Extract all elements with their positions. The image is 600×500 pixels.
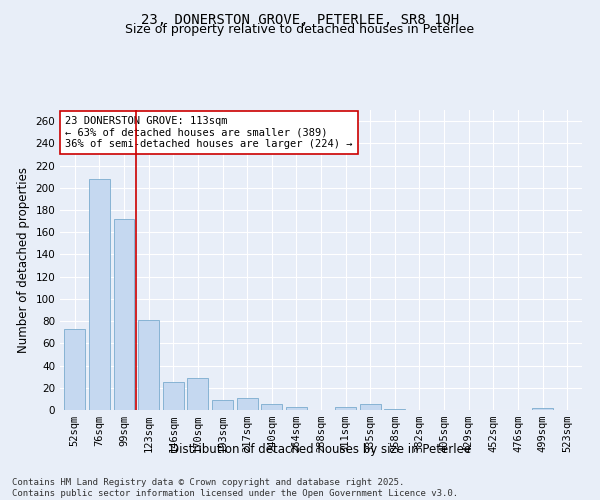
Bar: [286, 406, 307, 410]
Bar: [163, 382, 184, 410]
Text: Contains HM Land Registry data © Crown copyright and database right 2025.
Contai: Contains HM Land Registry data © Crown c…: [12, 478, 458, 498]
Y-axis label: Number of detached properties: Number of detached properties: [17, 167, 30, 353]
Text: 23 DONERSTON GROVE: 113sqm
← 63% of detached houses are smaller (389)
36% of sem: 23 DONERSTON GROVE: 113sqm ← 63% of deta…: [65, 116, 353, 149]
Bar: [261, 404, 282, 410]
Text: 23, DONERSTON GROVE, PETERLEE, SR8 1QH: 23, DONERSTON GROVE, PETERLEE, SR8 1QH: [141, 12, 459, 26]
Text: Distribution of detached houses by size in Peterlee: Distribution of detached houses by size …: [170, 442, 472, 456]
Bar: [64, 329, 85, 410]
Bar: [360, 404, 381, 410]
Bar: [187, 378, 208, 410]
Text: Size of property relative to detached houses in Peterlee: Size of property relative to detached ho…: [125, 22, 475, 36]
Bar: [138, 320, 159, 410]
Bar: [212, 400, 233, 410]
Bar: [236, 398, 257, 410]
Bar: [385, 409, 406, 410]
Bar: [113, 219, 134, 410]
Bar: [89, 179, 110, 410]
Bar: [532, 408, 553, 410]
Bar: [335, 406, 356, 410]
